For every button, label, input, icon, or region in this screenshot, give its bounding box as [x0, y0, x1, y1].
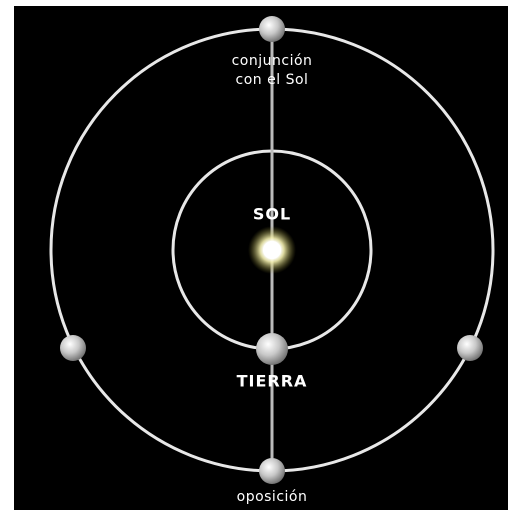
planet-opposition	[259, 458, 285, 484]
page: conjunción con el Sol SOL TIERRA oposici…	[0, 0, 522, 515]
earth	[256, 333, 288, 365]
planet-conjunction	[259, 16, 285, 42]
conjunction-label: con el Sol	[236, 72, 309, 88]
earth-label: TIERRA	[237, 372, 308, 391]
planet-right	[457, 335, 483, 361]
opposition-label: oposición	[237, 489, 308, 505]
planet-left	[60, 335, 86, 361]
sun	[263, 241, 281, 259]
sun-label: SOL	[253, 205, 291, 224]
conjunction-label: conjunción	[232, 53, 313, 69]
diagram: conjunción con el Sol SOL TIERRA oposici…	[0, 0, 522, 515]
